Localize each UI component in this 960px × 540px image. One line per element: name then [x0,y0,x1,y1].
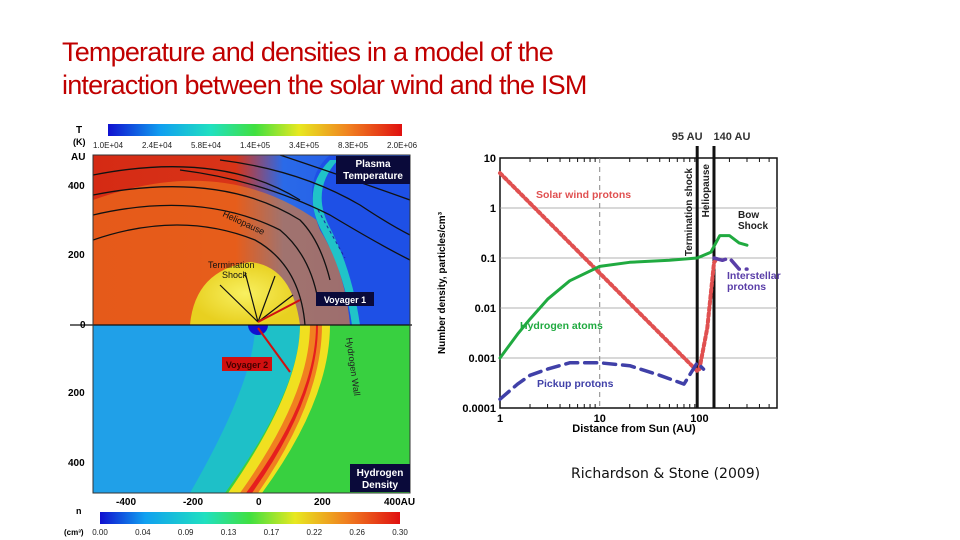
y-tick-top-200: 200 [68,250,85,261]
series-line [498,234,749,360]
citation: Richardson & Stone (2009) [571,466,761,482]
x-tick-neg200: -200 [183,497,203,508]
x-axis-label: Distance from Sun (AU) [572,423,696,435]
temp-colorbar-tick: 5.8E+04 [191,141,222,150]
boundary-label: 95 AU [672,131,703,143]
title-line-2: interaction between the solar wind and t… [62,70,587,100]
termination-label-line1: Termination [208,260,255,270]
voyager2-label-box [222,357,272,371]
bow-shock-label: Bow [738,210,759,221]
boundary-label: 140 AU [714,131,751,143]
y-tick-label: 10 [484,153,496,165]
plasma-label-line2: Temperature [343,171,403,182]
dens-colorbar-unit: (cm³) [64,528,84,537]
temp-colorbar-K: (K) [73,137,86,147]
temp-colorbar [108,124,402,136]
hydrogen-label-line1: Hydrogen [357,468,404,479]
series-line [712,256,749,271]
y-tick-label: 0.001 [468,353,496,365]
density-colorbar [100,512,400,524]
temp-colorbar-tick: 8.3E+05 [338,141,369,150]
boundary-rotated-label: Heliopause [701,164,712,218]
temp-colorbar-tick: 3.4E+05 [289,141,320,150]
y-tick-label: 0.1 [481,253,496,265]
temp-colorbar-tick: 1.4E+05 [240,141,271,150]
series-label: Pickup protons [537,378,614,390]
series-label: Hydrogen atoms [520,320,603,332]
dens-colorbar-n: n [76,506,82,516]
voyager1-label-box [316,292,374,306]
x-tick-200: 200 [314,497,331,508]
termination-label-line2: Shock [222,270,248,280]
y-tick-zero: 0 [80,320,86,331]
temp-colorbar-tick: 1.0E+04 [93,141,124,150]
x-tick-label: 100 [690,413,708,425]
dens-colorbar-tick: 0.30 [392,528,408,537]
series-label: Interstellar [727,270,781,282]
y-tick-label: 0.0001 [462,403,496,415]
series-label: Solar wind protons [536,189,631,201]
dens-colorbar-tick: 0.26 [349,528,365,537]
y-tick-bottom-200: 200 [68,388,85,399]
plasma-label-line1: Plasma [355,159,390,170]
y-tick-label: 1 [490,203,496,215]
y-tick-bottom-400: 400 [68,458,85,469]
x-tick-label: 10 [594,413,606,425]
x-tick-0: 0 [256,497,262,508]
y-tick-top-400: 400 [68,181,85,192]
series-label: protons [727,281,766,293]
chart-plot-area [499,157,778,409]
hydrogen-label-line2: Density [362,480,399,491]
hydrogen-label-box [350,464,410,492]
x-tick-neg400: -400 [116,497,136,508]
temp-colorbar-T: T [76,125,82,136]
temp-colorbar-tick: 2.4E+04 [142,141,173,150]
y-tick-label: 0.01 [475,303,496,315]
dens-colorbar-tick: 0.13 [221,528,237,537]
plasma-label-box [336,156,410,184]
dens-colorbar-tick: 0.09 [178,528,194,537]
dens-colorbar-tick: 0.17 [264,528,280,537]
x-tick-400au: 400AU [384,497,415,508]
dens-colorbar-tick: 0.04 [135,528,151,537]
au-label: AU [71,152,85,163]
voyager1-label: Voyager 1 [324,295,366,305]
dens-colorbar-tick: 0.00 [92,528,108,537]
slide-title: Temperature and densities in a model of … [62,36,782,102]
voyager2-label: Voyager 2 [226,360,268,370]
temp-colorbar-tick: 2.0E+06 [387,141,418,150]
boundary-rotated-label: Termination shock [684,168,695,257]
dens-colorbar-tick: 0.22 [306,528,322,537]
y-axis-label: Number density, particles/cm³ [437,211,448,354]
series-line [498,171,718,373]
title-line-1: Temperature and densities in a model of … [62,37,554,67]
bow-shock-label: Shock [738,221,768,232]
x-tick-label: 1 [497,413,503,425]
